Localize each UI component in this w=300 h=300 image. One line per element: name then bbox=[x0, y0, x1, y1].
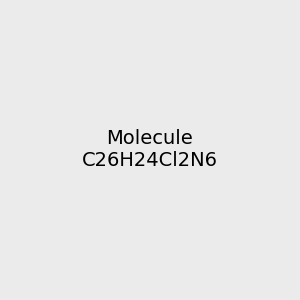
Text: Molecule
C26H24Cl2N6: Molecule C26H24Cl2N6 bbox=[82, 130, 218, 170]
